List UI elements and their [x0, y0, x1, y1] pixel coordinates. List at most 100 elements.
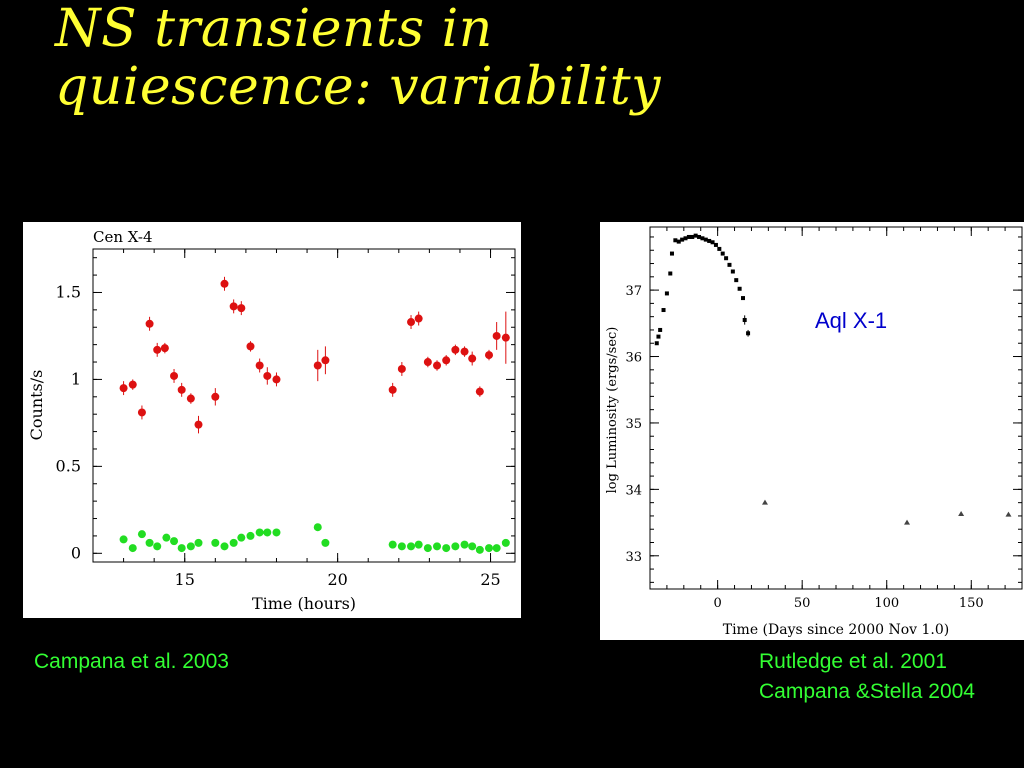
data-point-green: [475, 545, 484, 554]
data-point-green: [229, 538, 238, 547]
data-point-red: [128, 380, 137, 389]
y-tick-label: 36: [625, 351, 642, 366]
data-point-red: [321, 356, 330, 365]
x-tick-label: 100: [874, 596, 899, 611]
data-point-green: [246, 531, 255, 540]
data-point-red: [414, 314, 423, 323]
y-tick-label: 0.5: [56, 456, 81, 475]
x-tick-label: 50: [794, 596, 811, 611]
data-point: [710, 240, 715, 245]
data-point-red: [220, 279, 229, 288]
data-point: [724, 256, 729, 261]
data-point: [664, 291, 669, 296]
x-tick-label: 25: [480, 570, 500, 589]
data-point-red: [397, 364, 406, 373]
y-axis-label: Counts/s: [27, 370, 46, 441]
data-point-green: [255, 528, 264, 537]
data-point-red: [255, 361, 264, 370]
data-point: [1005, 511, 1012, 517]
citation-right: Rutledge et al. 2001 Campana &Stella 200…: [759, 647, 975, 707]
data-point-green: [211, 538, 220, 547]
x-axis-label: Time (hours): [252, 594, 356, 613]
plot-frame: [92, 248, 516, 563]
data-point: [741, 296, 745, 301]
data-point: [904, 519, 911, 525]
data-point: [730, 269, 735, 274]
data-point-red: [501, 333, 510, 342]
data-point-green: [492, 544, 501, 553]
cen-x4-chart-panel: Cen X-4 Time (hours) Counts/s 15 20 25 0 0.5…: [23, 222, 521, 618]
data-point-green: [153, 542, 162, 551]
data-point-red: [475, 387, 484, 396]
aql-x1-annotation: Aql X-1: [815, 308, 888, 333]
data-point-green: [433, 542, 442, 551]
data-point-green: [397, 542, 406, 551]
y-tick-label: 37: [625, 284, 642, 299]
data-point-red: [272, 375, 281, 384]
title-line-1: NS transients in: [55, 0, 493, 59]
data-point-red: [423, 358, 432, 367]
data-point-green: [170, 537, 179, 546]
x-tick-label: 20: [327, 570, 347, 589]
data-point: [686, 234, 691, 239]
data-point-green: [272, 528, 281, 537]
data-point: [737, 286, 742, 291]
data-point-red: [160, 344, 169, 353]
data-point-green: [501, 538, 510, 547]
data-point-red: [237, 304, 246, 313]
data-point: [717, 246, 722, 251]
data-point-green: [220, 542, 229, 551]
data-point-red: [442, 356, 451, 365]
x-axis-label: Time (Days since 2000 Nov 1.0): [723, 622, 950, 638]
slide-title: NS transients in quiescence: variability: [55, 0, 955, 116]
data-point-red: [229, 302, 238, 311]
data-point-red: [194, 420, 203, 429]
data-point: [680, 237, 685, 242]
citation-right-line-1: Rutledge et al. 2001: [759, 650, 947, 673]
data-point-red: [388, 385, 397, 394]
aql-x1-chart-panel: Time (Days since 2000 Nov 1.0) log Lumin…: [600, 222, 1024, 640]
y-axis-label: log Luminosity (ergs/sec): [605, 327, 620, 494]
data-point: [673, 238, 678, 243]
y-tick-label: 35: [625, 417, 642, 432]
data-point-green: [321, 538, 330, 547]
x-tick-label: 150: [959, 596, 984, 611]
data-point-red: [468, 354, 477, 363]
y-tick-label: 0: [71, 543, 81, 562]
data-point-red: [313, 361, 322, 370]
data-point-green: [313, 523, 322, 532]
data-point-green: [263, 528, 272, 537]
data-point-red: [177, 385, 186, 394]
data-point-green: [177, 544, 186, 553]
data-point: [742, 317, 747, 322]
data-point-green: [186, 542, 195, 551]
data-point-green: [145, 538, 154, 547]
data-point-red: [170, 371, 179, 380]
citation-left: Campana et al. 2003: [34, 650, 229, 673]
data-point: [727, 262, 732, 267]
data-point-green: [119, 535, 128, 544]
x-tick-label: 0: [713, 596, 721, 611]
data-point-red: [211, 392, 220, 401]
y-tick-label: 34: [625, 483, 642, 498]
cen-x4-chart: Cen X-4 Time (hours) Counts/s 15 20 25 0 0.5…: [27, 228, 516, 613]
data-point: [720, 251, 725, 256]
data-point: [713, 242, 718, 247]
data-point-green: [237, 533, 246, 542]
data-point: [734, 278, 739, 283]
data-point-green: [388, 540, 397, 549]
data-point: [697, 234, 702, 239]
plot-frame: [649, 226, 1023, 590]
data-point-red: [263, 371, 272, 380]
data-point: [658, 327, 663, 332]
x-tick-label: 15: [175, 570, 195, 589]
data-point-green: [451, 542, 460, 551]
data-point-green: [194, 538, 203, 547]
data-point-red: [407, 318, 416, 327]
data-point: [703, 237, 708, 242]
data-point: [668, 271, 673, 276]
data-point: [693, 233, 698, 238]
data-point: [676, 239, 681, 244]
data-point-green: [468, 542, 477, 551]
data-point-red: [485, 351, 494, 360]
